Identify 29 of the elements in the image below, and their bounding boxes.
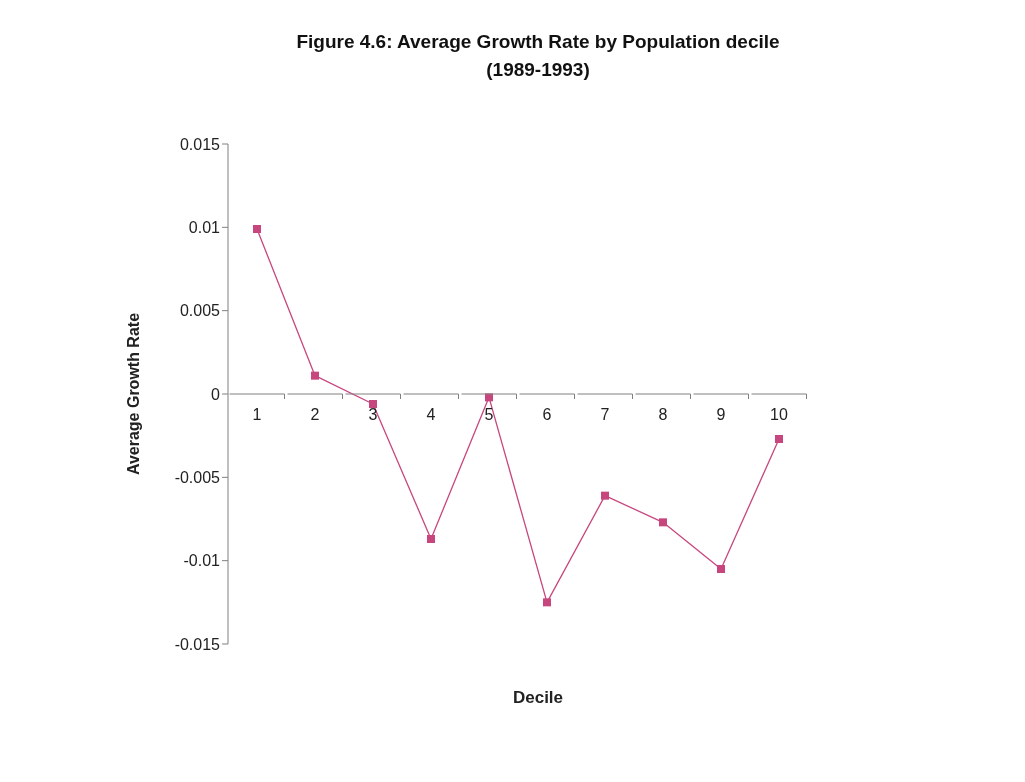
y-axis-title: Average Growth Rate (124, 312, 142, 476)
point (775, 435, 783, 443)
point (659, 518, 667, 527)
x-tick-label: 6 (542, 406, 552, 423)
point (717, 565, 725, 573)
point (427, 535, 435, 543)
x-tick-label: 8 (658, 406, 668, 423)
y-tick-label: 0.01 (188, 219, 221, 237)
y-tick-label: 0 (211, 385, 221, 403)
y-tick-label: -0.005 (174, 469, 221, 487)
x-tick-label: 3 (368, 406, 378, 423)
x-tick-label: 2 (310, 406, 320, 423)
x-tick-label: 10 (770, 406, 788, 423)
x-tick-label: 7 (600, 406, 610, 423)
x-tick-label: 1 (252, 406, 262, 423)
x-axis-title: Decile (511, 688, 565, 708)
point (369, 400, 377, 408)
y-tick-label: -0.015 (174, 635, 221, 653)
y-tick-label: 0.015 (179, 135, 221, 153)
x-tick-label: 9 (716, 406, 726, 423)
x-tick-label: 4 (426, 406, 436, 423)
point (253, 225, 261, 233)
point (311, 371, 319, 380)
x-tick-label: 5 (484, 406, 494, 423)
y-tick-label: 0.005 (179, 302, 221, 320)
y-tick-label: -0.01 (183, 552, 221, 570)
point (601, 491, 609, 500)
point (543, 598, 551, 607)
chart-title: Figure 4.6: Average Growth Rate by Population decile (1989-1993) (295, 30, 781, 82)
